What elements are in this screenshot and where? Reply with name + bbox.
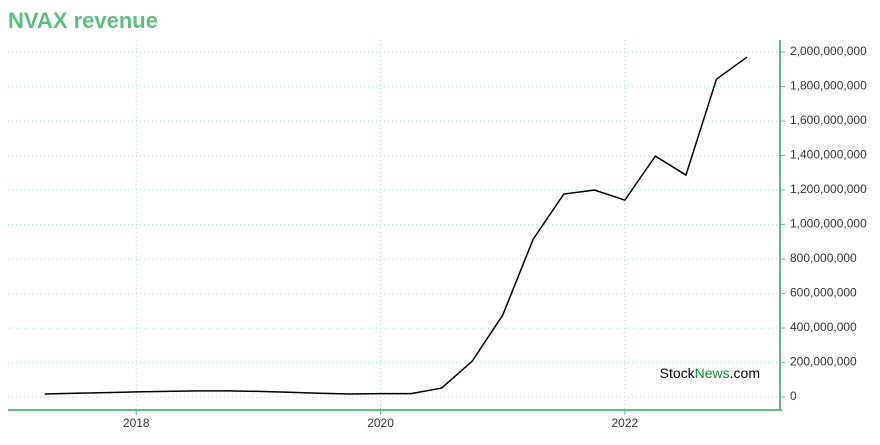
chart-title: NVAX revenue xyxy=(8,8,158,33)
watermark: StockNews.com xyxy=(660,365,760,381)
y-tick-label: 1,600,000,000 xyxy=(790,113,867,127)
y-tick-label: 600,000,000 xyxy=(790,286,857,300)
y-tick-label: 200,000,000 xyxy=(790,355,857,369)
line-series xyxy=(44,56,748,395)
x-tick-label: 2020 xyxy=(367,416,394,430)
y-tick-label: 1,000,000,000 xyxy=(790,217,867,231)
y-tick-label: 1,400,000,000 xyxy=(790,148,867,162)
y-tick-label: 400,000,000 xyxy=(790,320,857,334)
x-tick-label: 2022 xyxy=(612,416,639,430)
y-tick-label: 1,800,000,000 xyxy=(790,79,867,93)
watermark-part: Stock xyxy=(660,365,696,381)
watermark-part: .com xyxy=(730,365,760,381)
y-tick-label: 0 xyxy=(790,389,797,403)
y-tick-label: 800,000,000 xyxy=(790,251,857,265)
watermark-part: News xyxy=(695,365,730,381)
y-tick-label: 2,000,000,000 xyxy=(790,44,867,58)
x-tick-label: 2018 xyxy=(123,416,150,430)
y-tick-label: 1,200,000,000 xyxy=(790,182,867,196)
